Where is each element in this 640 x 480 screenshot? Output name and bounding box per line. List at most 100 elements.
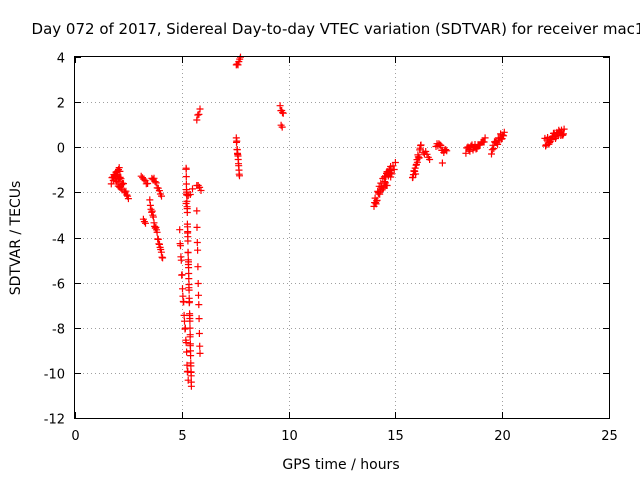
data-point xyxy=(193,239,201,246)
data-point xyxy=(182,173,190,181)
data-point xyxy=(195,330,203,337)
data-point xyxy=(113,178,121,186)
data-points xyxy=(107,53,568,390)
data-point xyxy=(151,178,159,186)
data-point xyxy=(185,286,193,294)
data-point xyxy=(415,154,423,162)
data-point xyxy=(142,219,149,227)
x-tick-label: 10 xyxy=(281,429,298,444)
data-point xyxy=(176,226,184,234)
y-tick-label: -12 xyxy=(44,413,65,428)
y-tick-label: -2 xyxy=(52,187,65,202)
y-tick-label: -6 xyxy=(52,278,65,293)
data-point xyxy=(381,178,389,186)
data-point xyxy=(442,146,450,154)
data-point xyxy=(437,141,445,149)
data-point xyxy=(233,137,241,145)
data-point xyxy=(417,141,425,149)
data-point xyxy=(473,144,481,152)
data-point xyxy=(194,263,202,271)
chart-title: Day 072 of 2017, Sidereal Day-to-day VTE… xyxy=(32,20,640,38)
data-point xyxy=(120,180,127,188)
data-point xyxy=(183,348,191,356)
plot-frame xyxy=(74,56,610,419)
data-point xyxy=(179,285,186,293)
x-tick-label: 25 xyxy=(601,429,618,444)
y-tick-label: 0 xyxy=(57,142,65,157)
data-point xyxy=(115,164,123,172)
data-point xyxy=(186,324,194,332)
data-point xyxy=(236,172,243,180)
data-point xyxy=(195,110,203,118)
data-point xyxy=(111,172,119,180)
data-point xyxy=(187,382,195,390)
data-point xyxy=(373,196,381,204)
data-point xyxy=(140,175,148,183)
data-point xyxy=(117,175,125,183)
data-point xyxy=(114,167,122,175)
data-point xyxy=(116,173,124,181)
x-tick-label: 5 xyxy=(178,429,186,444)
data-point xyxy=(184,249,192,257)
x-tick-label: 20 xyxy=(494,429,511,444)
data-point xyxy=(185,275,193,283)
data-point xyxy=(186,340,194,348)
data-point xyxy=(177,256,185,264)
data-point xyxy=(153,228,161,236)
data-point xyxy=(182,165,190,173)
grid xyxy=(75,57,609,418)
data-point xyxy=(488,150,495,158)
data-point xyxy=(480,138,488,146)
data-point xyxy=(195,301,203,309)
axis-ticks: 0 5 10 15 20 25 -12 -10 -8 -6 -4 -2 0 2 4 xyxy=(44,52,618,445)
data-point xyxy=(187,372,195,380)
data-point xyxy=(196,342,204,350)
y-tick-label: 2 xyxy=(57,97,65,112)
x-tick-label: 15 xyxy=(387,429,404,444)
data-point xyxy=(411,164,419,172)
data-point xyxy=(490,145,498,153)
data-point xyxy=(187,362,195,370)
data-point xyxy=(123,191,131,199)
x-tick-label: 0 xyxy=(71,429,79,444)
data-point xyxy=(155,187,163,195)
data-point xyxy=(412,170,420,178)
data-point xyxy=(234,61,242,69)
data-point xyxy=(177,242,184,250)
data-point xyxy=(276,102,284,110)
data-point xyxy=(391,159,399,166)
data-point xyxy=(185,264,193,272)
data-point xyxy=(560,125,568,133)
data-point xyxy=(383,182,391,189)
data-point xyxy=(413,158,421,166)
y-tick-label: -10 xyxy=(44,368,65,383)
data-point xyxy=(187,352,195,360)
data-point xyxy=(159,254,167,262)
data-point xyxy=(117,184,125,192)
data-point xyxy=(552,135,559,142)
data-point xyxy=(193,207,201,215)
data-point xyxy=(118,186,126,194)
data-point xyxy=(423,150,431,158)
x-axis-label: GPS time / hours xyxy=(282,457,399,473)
data-point xyxy=(193,223,201,231)
y-axis-label: SDTVAR / TECUs xyxy=(8,181,24,296)
data-point xyxy=(193,116,201,124)
data-point xyxy=(438,159,446,167)
data-point xyxy=(152,179,160,187)
data-point xyxy=(390,166,398,173)
data-point xyxy=(492,137,500,145)
data-point xyxy=(112,177,120,185)
data-point xyxy=(500,128,508,136)
data-point xyxy=(189,185,196,193)
data-point xyxy=(481,134,489,142)
data-point xyxy=(387,173,395,181)
data-point xyxy=(279,109,287,117)
data-point xyxy=(237,53,244,61)
data-point xyxy=(183,361,191,369)
data-point xyxy=(182,200,190,207)
data-point xyxy=(196,183,204,191)
data-point xyxy=(443,147,451,155)
data-point xyxy=(186,191,194,198)
data-point xyxy=(197,187,205,194)
